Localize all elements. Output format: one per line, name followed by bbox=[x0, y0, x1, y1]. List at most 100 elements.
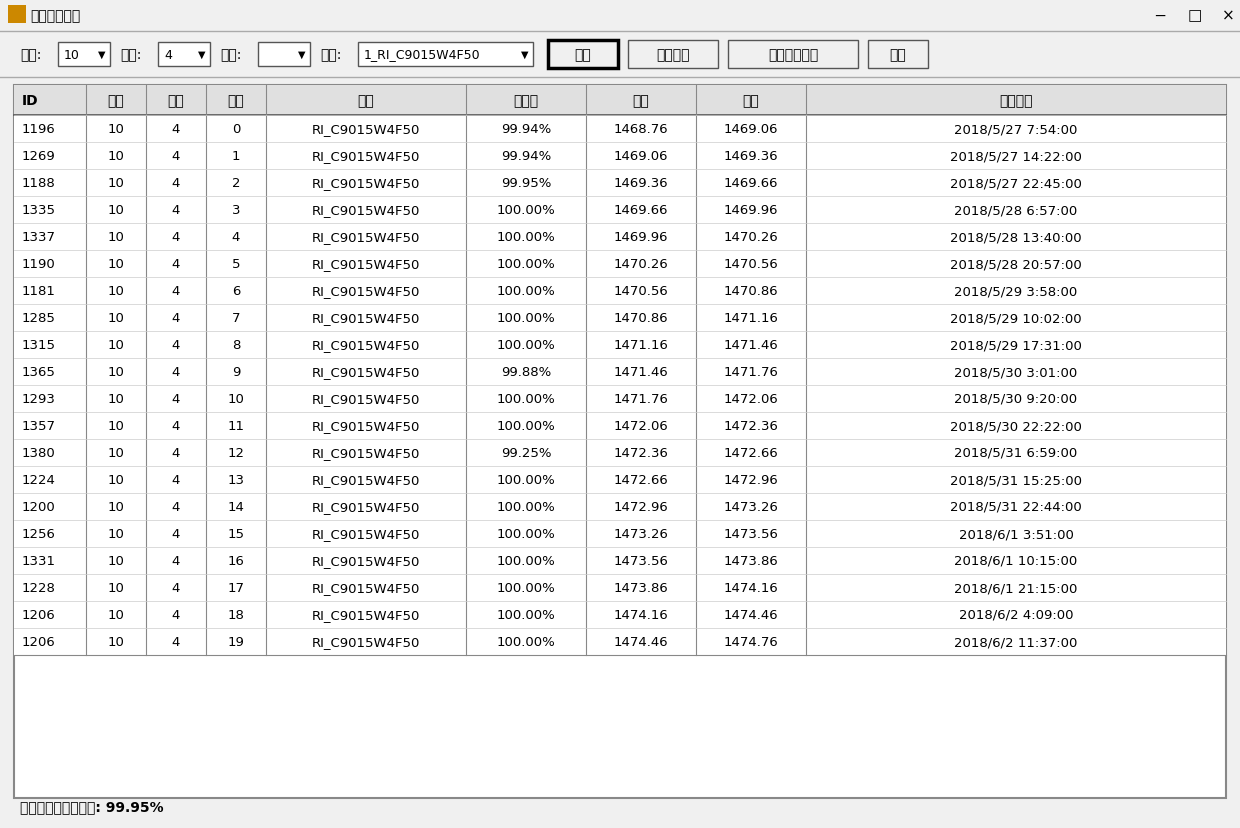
Text: RI_C9015W4F50: RI_C9015W4F50 bbox=[311, 581, 420, 595]
Text: 2018/6/2 11:37:00: 2018/6/2 11:37:00 bbox=[955, 635, 1078, 648]
Text: 级配: 级配 bbox=[357, 94, 374, 108]
Bar bbox=[14, 547, 1226, 575]
Text: 100.00%: 100.00% bbox=[497, 554, 556, 567]
Text: 100.00%: 100.00% bbox=[497, 392, 556, 406]
Text: 1: 1 bbox=[232, 150, 241, 163]
Text: 99.95%: 99.95% bbox=[501, 177, 552, 190]
Text: 段号: 段号 bbox=[167, 94, 185, 108]
Text: 100.00%: 100.00% bbox=[497, 311, 556, 325]
Text: 1315: 1315 bbox=[22, 339, 56, 352]
Bar bbox=[14, 331, 1226, 359]
Text: 1472.06: 1472.06 bbox=[614, 420, 668, 432]
Text: 17: 17 bbox=[227, 581, 244, 595]
Text: 1337: 1337 bbox=[22, 231, 56, 243]
Text: RI_C9015W4F50: RI_C9015W4F50 bbox=[311, 609, 420, 621]
Bar bbox=[58, 43, 110, 67]
Text: 1474.46: 1474.46 bbox=[724, 609, 779, 621]
Text: 1472.06: 1472.06 bbox=[724, 392, 779, 406]
Text: 1473.86: 1473.86 bbox=[724, 554, 779, 567]
Text: 2018/5/30 9:20:00: 2018/5/30 9:20:00 bbox=[955, 392, 1078, 406]
Text: RI_C9015W4F50: RI_C9015W4F50 bbox=[311, 500, 420, 513]
Text: 碾压报表查询: 碾压报表查询 bbox=[30, 9, 81, 23]
Bar bbox=[14, 224, 1226, 251]
Text: 2018/5/28 13:40:00: 2018/5/28 13:40:00 bbox=[950, 231, 1081, 243]
Text: 1471.46: 1471.46 bbox=[614, 365, 668, 378]
Text: 2018/5/31 22:44:00: 2018/5/31 22:44:00 bbox=[950, 500, 1081, 513]
Text: 1206: 1206 bbox=[22, 609, 56, 621]
Text: 1472.36: 1472.36 bbox=[724, 420, 779, 432]
Text: 1469.06: 1469.06 bbox=[724, 123, 779, 136]
Text: 删除选中记录: 删除选中记录 bbox=[768, 48, 818, 62]
Text: 2018/5/29 17:31:00: 2018/5/29 17:31:00 bbox=[950, 339, 1083, 352]
Text: 10: 10 bbox=[108, 527, 124, 541]
Bar bbox=[14, 520, 1226, 547]
Text: 4: 4 bbox=[172, 609, 180, 621]
Text: 100.00%: 100.00% bbox=[497, 474, 556, 486]
Bar bbox=[14, 440, 1226, 466]
Text: ID: ID bbox=[22, 94, 38, 108]
Text: 1472.96: 1472.96 bbox=[724, 474, 779, 486]
Text: 1181: 1181 bbox=[22, 285, 56, 297]
Text: 1472.66: 1472.66 bbox=[614, 474, 668, 486]
Text: 2018/5/30 22:22:00: 2018/5/30 22:22:00 bbox=[950, 420, 1083, 432]
Text: 2018/6/1 21:15:00: 2018/6/1 21:15:00 bbox=[955, 581, 1078, 595]
Text: ▼: ▼ bbox=[521, 50, 528, 60]
Text: 10: 10 bbox=[108, 635, 124, 648]
Bar bbox=[14, 251, 1226, 277]
Text: RI_C9015W4F50: RI_C9015W4F50 bbox=[311, 554, 420, 567]
Text: 10: 10 bbox=[108, 420, 124, 432]
Text: 2018/5/30 3:01:00: 2018/5/30 3:01:00 bbox=[955, 365, 1078, 378]
Text: 2018/5/29 10:02:00: 2018/5/29 10:02:00 bbox=[950, 311, 1081, 325]
Text: 100.00%: 100.00% bbox=[497, 231, 556, 243]
Text: 2018/6/2 4:09:00: 2018/6/2 4:09:00 bbox=[959, 609, 1074, 621]
Text: 1471.46: 1471.46 bbox=[724, 339, 779, 352]
Text: 14: 14 bbox=[228, 500, 244, 513]
Text: 1472.96: 1472.96 bbox=[614, 500, 668, 513]
Text: 4: 4 bbox=[172, 392, 180, 406]
Text: 2: 2 bbox=[232, 177, 241, 190]
Text: 【均值统计】合格率: 99.95%: 【均值统计】合格率: 99.95% bbox=[20, 799, 164, 813]
Text: 100.00%: 100.00% bbox=[497, 527, 556, 541]
Text: 4: 4 bbox=[172, 474, 180, 486]
Text: 1224: 1224 bbox=[22, 474, 56, 486]
Text: 8: 8 bbox=[232, 339, 241, 352]
Text: 1473.26: 1473.26 bbox=[724, 500, 779, 513]
Text: 100.00%: 100.00% bbox=[497, 285, 556, 297]
Text: ▼: ▼ bbox=[298, 50, 305, 60]
Text: 10: 10 bbox=[108, 609, 124, 621]
Text: 100.00%: 100.00% bbox=[497, 581, 556, 595]
Text: 1469.66: 1469.66 bbox=[614, 204, 668, 217]
Text: 4: 4 bbox=[172, 527, 180, 541]
Bar bbox=[0, 32, 1240, 78]
Text: 1470.56: 1470.56 bbox=[614, 285, 668, 297]
Bar bbox=[14, 116, 1226, 142]
Text: 10: 10 bbox=[108, 123, 124, 136]
Text: 4: 4 bbox=[164, 49, 172, 61]
Text: 1190: 1190 bbox=[22, 258, 56, 271]
Text: 段号:: 段号: bbox=[120, 48, 141, 62]
Bar bbox=[868, 41, 928, 69]
Text: 4: 4 bbox=[172, 635, 180, 648]
Text: 1293: 1293 bbox=[22, 392, 56, 406]
Text: 1256: 1256 bbox=[22, 527, 56, 541]
Text: RI_C9015W4F50: RI_C9015W4F50 bbox=[311, 123, 420, 136]
Text: 9: 9 bbox=[232, 365, 241, 378]
Text: RI_C9015W4F50: RI_C9015W4F50 bbox=[311, 258, 420, 271]
Text: 2018/5/31 15:25:00: 2018/5/31 15:25:00 bbox=[950, 474, 1083, 486]
Text: 1269: 1269 bbox=[22, 150, 56, 163]
Text: 0: 0 bbox=[232, 123, 241, 136]
Text: 99.25%: 99.25% bbox=[501, 446, 552, 460]
Text: 13: 13 bbox=[227, 474, 244, 486]
Text: RI_C9015W4F50: RI_C9015W4F50 bbox=[311, 365, 420, 378]
Text: RI_C9015W4F50: RI_C9015W4F50 bbox=[311, 339, 420, 352]
Text: 1473.56: 1473.56 bbox=[614, 554, 668, 567]
Text: 2018/5/27 14:22:00: 2018/5/27 14:22:00 bbox=[950, 150, 1083, 163]
Text: 4: 4 bbox=[172, 177, 180, 190]
Bar bbox=[358, 43, 533, 67]
Text: 10: 10 bbox=[108, 150, 124, 163]
Text: 4: 4 bbox=[172, 258, 180, 271]
Text: 1473.26: 1473.26 bbox=[614, 527, 668, 541]
Text: 1473.86: 1473.86 bbox=[614, 581, 668, 595]
Text: 10: 10 bbox=[108, 311, 124, 325]
Text: 10: 10 bbox=[108, 177, 124, 190]
